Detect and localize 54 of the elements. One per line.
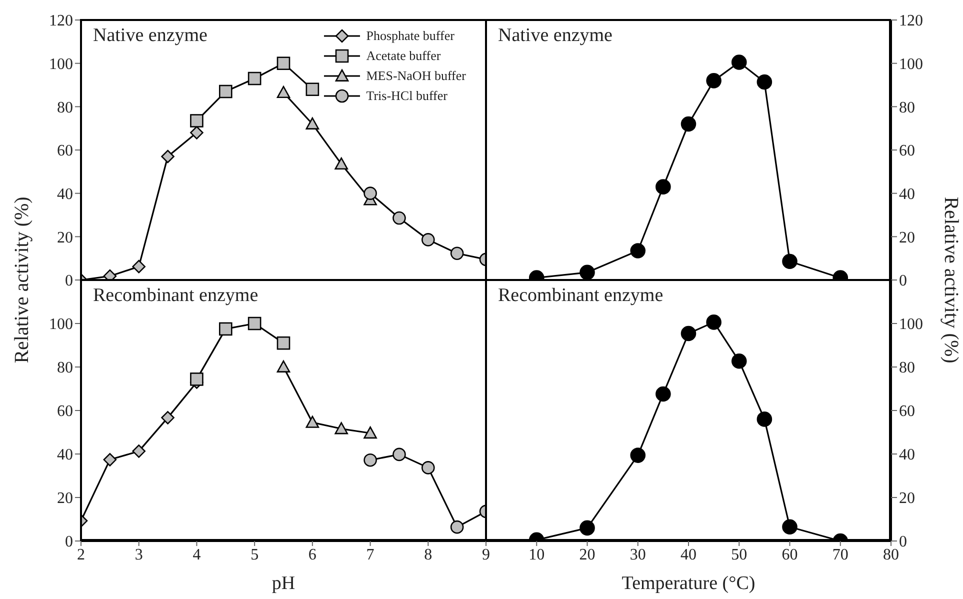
y-tick-label: 40 bbox=[57, 186, 73, 204]
y2-tick-label: 80 bbox=[899, 99, 915, 116]
y2-tick-label: 0 bbox=[899, 534, 907, 551]
x-tick-label: 7 bbox=[366, 546, 374, 564]
y-tick-label: 120 bbox=[49, 12, 73, 30]
y2-tick-label: 100 bbox=[899, 56, 923, 74]
y-tick-label: 80 bbox=[57, 360, 73, 377]
x-tick-label: 50 bbox=[731, 546, 748, 564]
y-tick-label: 0 bbox=[65, 272, 73, 290]
x-tick-label: 60 bbox=[782, 546, 798, 564]
legend-label: Phosphate buffer bbox=[366, 28, 454, 44]
y-axis-title: Relative activity (%) bbox=[11, 196, 33, 364]
y-tick-label: 80 bbox=[57, 99, 73, 116]
x-tick-label: 4 bbox=[192, 546, 201, 564]
y2-tick-label: 100 bbox=[899, 316, 923, 334]
y-tick-label: 100 bbox=[49, 56, 73, 74]
x-tick-label: 20 bbox=[579, 546, 596, 564]
y2-tick-label: 0 bbox=[899, 272, 907, 290]
x-axis-title: pH bbox=[272, 573, 296, 594]
legend-label: Acetate buffer bbox=[366, 48, 441, 64]
legend-label: MES-NaOH buffer bbox=[366, 68, 466, 84]
x-tick-label: 80 bbox=[883, 546, 899, 564]
y2-tick-label: 40 bbox=[899, 446, 915, 464]
y-tick-label: 0 bbox=[65, 534, 73, 551]
chart-title: Native enzyme bbox=[498, 25, 612, 47]
x-tick-label: 10 bbox=[528, 546, 545, 564]
x-tick-label: 8 bbox=[424, 546, 432, 564]
chart-title: Recombinant enzyme bbox=[93, 285, 258, 307]
y2-tick-label: 120 bbox=[899, 12, 923, 30]
x-tick-label: 5 bbox=[250, 546, 259, 564]
y-tick-label: 20 bbox=[57, 490, 73, 508]
x-tick-label: 40 bbox=[680, 546, 696, 564]
y2-tick-label: 80 bbox=[899, 360, 915, 377]
y-tick-label: 40 bbox=[57, 446, 73, 464]
x-tick-label: 70 bbox=[832, 546, 848, 564]
x-tick-label: 3 bbox=[134, 546, 143, 564]
y-tick-label: 20 bbox=[57, 229, 73, 246]
x-axis-title: Temperature (°C) bbox=[622, 573, 756, 594]
chart-title: Native enzyme bbox=[93, 25, 208, 47]
x-tick-label: 2 bbox=[77, 546, 85, 564]
y2-tick-label: 20 bbox=[899, 229, 915, 246]
y-tick-label: 100 bbox=[49, 316, 73, 334]
y2-tick-label: 60 bbox=[899, 403, 915, 420]
y2-tick-label: 20 bbox=[899, 490, 915, 508]
y2-tick-label: 40 bbox=[899, 186, 915, 204]
x-tick-label: 30 bbox=[630, 546, 646, 564]
legend-label: Tris-HCl buffer bbox=[366, 88, 448, 104]
y-tick-label: 60 bbox=[57, 403, 73, 420]
y2-tick-label: 60 bbox=[899, 142, 915, 160]
y2-axis-title: Relative activity (%) bbox=[940, 196, 962, 364]
y-tick-label: 60 bbox=[57, 142, 73, 160]
x-tick-label: 6 bbox=[308, 546, 316, 564]
x-tick-label: 9 bbox=[482, 546, 490, 564]
chart-title: Recombinant enzyme bbox=[498, 285, 664, 307]
